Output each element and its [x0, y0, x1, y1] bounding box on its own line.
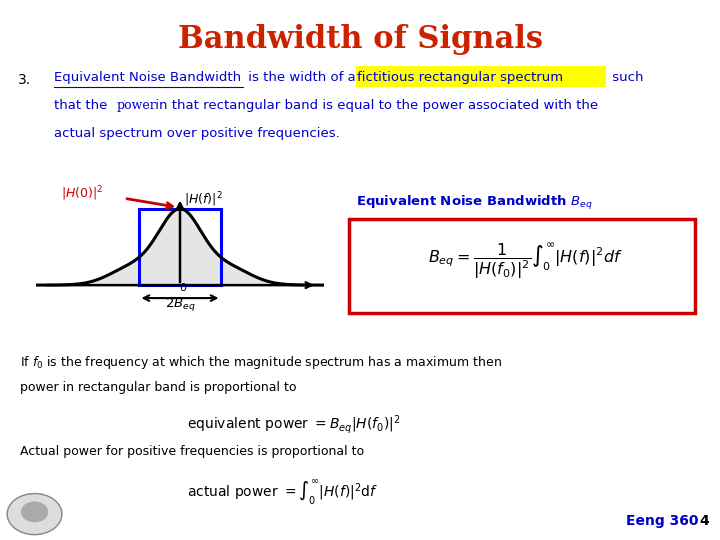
- Text: actual spectrum over positive frequencies.: actual spectrum over positive frequencie…: [54, 127, 340, 140]
- Text: Actual power for positive frequencies is proportional to: Actual power for positive frequencies is…: [20, 446, 364, 458]
- Text: Equivalent Noise Bandwidth $B_{eq}$: Equivalent Noise Bandwidth $B_{eq}$: [356, 194, 593, 212]
- Text: such: such: [608, 71, 644, 84]
- Text: $2B_{eq}$: $2B_{eq}$: [165, 296, 195, 313]
- Text: actual power $= \int_0^{\infty}|H(f)|^2 \mathrm{d}f$: actual power $= \int_0^{\infty}|H(f)|^2 …: [187, 478, 379, 507]
- Text: 0: 0: [179, 283, 186, 293]
- Text: equivalent power $= B_{eq}|H(f_0)|^2$: equivalent power $= B_{eq}|H(f_0)|^2$: [187, 413, 401, 436]
- Text: If $f_0$ is the frequency at which the magnitude spectrum has a maximum then: If $f_0$ is the frequency at which the m…: [20, 354, 502, 370]
- Bar: [356, 66, 606, 87]
- Text: fictitious rectangular spectrum: fictitious rectangular spectrum: [357, 71, 563, 84]
- Text: Eeng 360: Eeng 360: [626, 514, 699, 528]
- Bar: [138, 208, 222, 285]
- Text: Equivalent Noise Bandwidth: Equivalent Noise Bandwidth: [54, 71, 241, 84]
- Text: power in rectangular band is proportional to: power in rectangular band is proportiona…: [20, 381, 297, 394]
- Text: 4: 4: [700, 514, 710, 528]
- Text: Bandwidth of Signals: Bandwidth of Signals: [178, 24, 542, 55]
- Text: is the width of a: is the width of a: [244, 71, 360, 84]
- Circle shape: [7, 494, 62, 535]
- Text: that the: that the: [54, 99, 112, 112]
- Text: $|H(0)|^2$: $|H(0)|^2$: [61, 184, 104, 203]
- Text: 3.: 3.: [18, 73, 31, 87]
- Text: power: power: [117, 99, 156, 112]
- Text: $|H(f)|^2$: $|H(f)|^2$: [184, 190, 223, 208]
- Text: in that rectangular band is equal to the power associated with the: in that rectangular band is equal to the…: [151, 99, 598, 112]
- Text: $B_{eq} = \dfrac{1}{|H(f_0)|^2} \int_0^{\infty} |H(f)|^2 df$: $B_{eq} = \dfrac{1}{|H(f_0)|^2} \int_0^{…: [428, 241, 623, 282]
- FancyBboxPatch shape: [349, 219, 695, 313]
- Circle shape: [22, 502, 48, 522]
